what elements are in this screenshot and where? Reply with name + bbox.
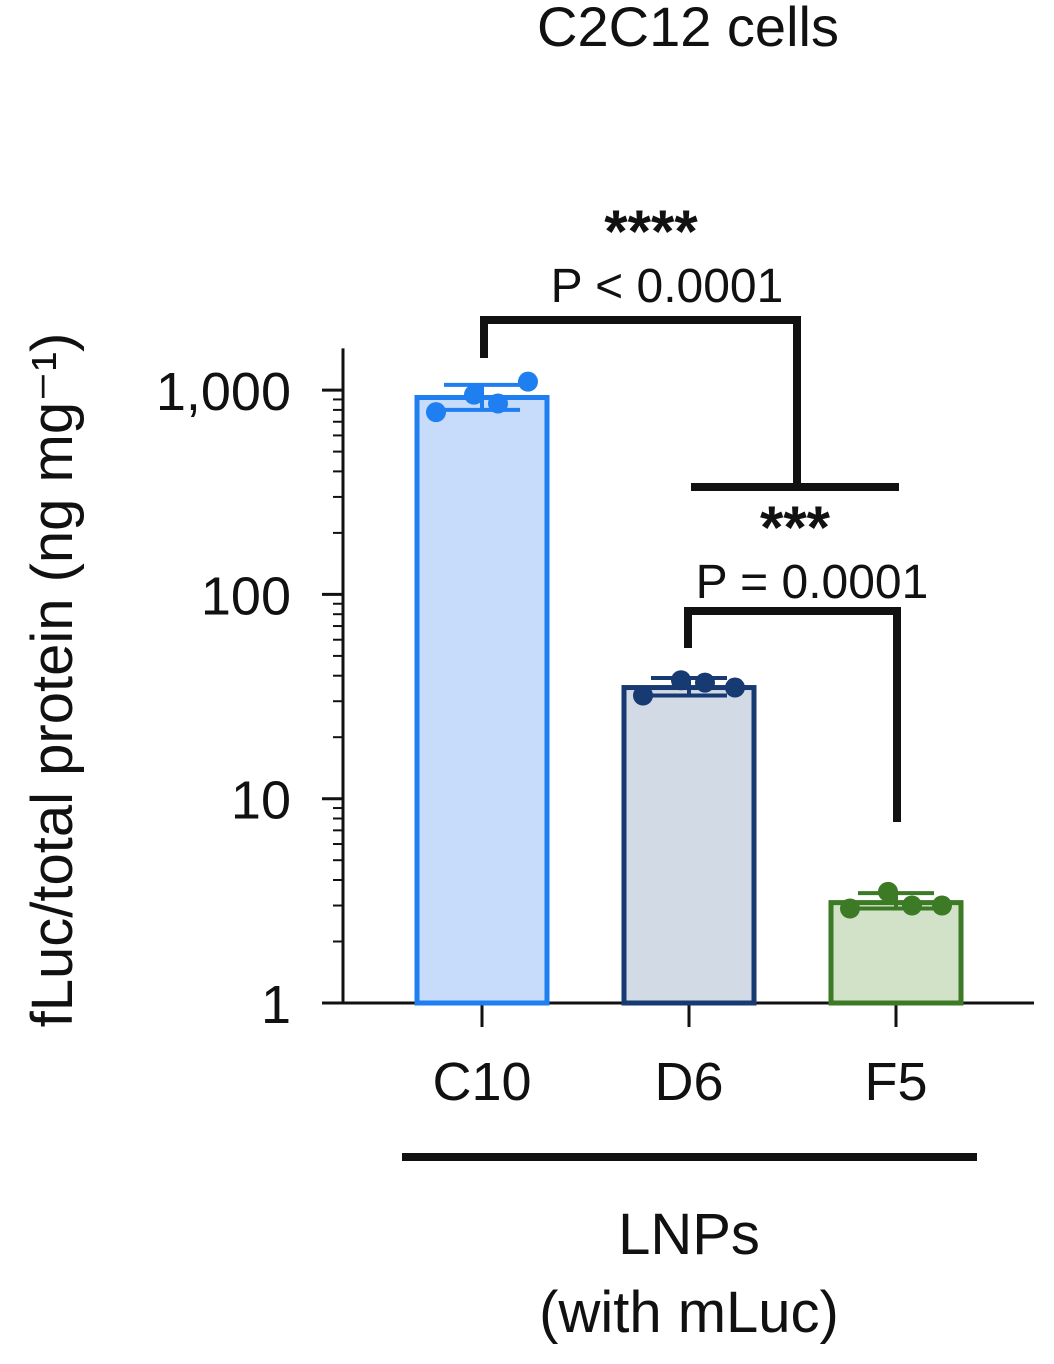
data-point [932,895,952,916]
x-tick-labels: C10 D6 F5 [432,1052,927,1112]
data-point [725,677,745,698]
data-point [488,393,508,414]
bars [414,394,964,1006]
data-point [840,898,860,919]
y-tick-label: 10 [231,771,291,831]
x-axis-label: LNPs [618,1202,760,1267]
data-point [518,371,538,392]
data-point [671,670,691,691]
y-tick-label: 1 [261,975,291,1035]
bar-d6 [621,685,757,1006]
y-tick-label: 100 [201,566,291,626]
significance-bracket-2 [684,607,901,822]
x-tick-label: D6 [654,1052,723,1112]
data-point [464,384,484,405]
x-tick-label: C10 [432,1052,531,1112]
y-tick-label: 1,000 [156,362,291,422]
chart-title: C2C12 cells [537,0,839,58]
x-tick-label: F5 [864,1052,927,1112]
data-point [633,685,653,706]
data-point [902,895,922,916]
y-tick-labels: 1 10 100 1,000 [156,362,291,1035]
significance-stars-1: **** [604,198,698,265]
y-axis-label: fLuc/total protein (ng mg⁻¹) [20,333,85,1028]
significance-stars-2: *** [760,494,831,561]
data-points [426,371,952,919]
significance-bracket-1 [480,316,801,486]
p-value-1: P < 0.0001 [551,260,784,313]
x-axis-label-sub: (with mLuc) [539,1280,839,1345]
p-value-2: P = 0.0001 [696,556,929,609]
data-point [695,672,715,693]
data-point [878,881,898,902]
bar-c10 [414,394,550,1006]
data-point [426,402,446,423]
